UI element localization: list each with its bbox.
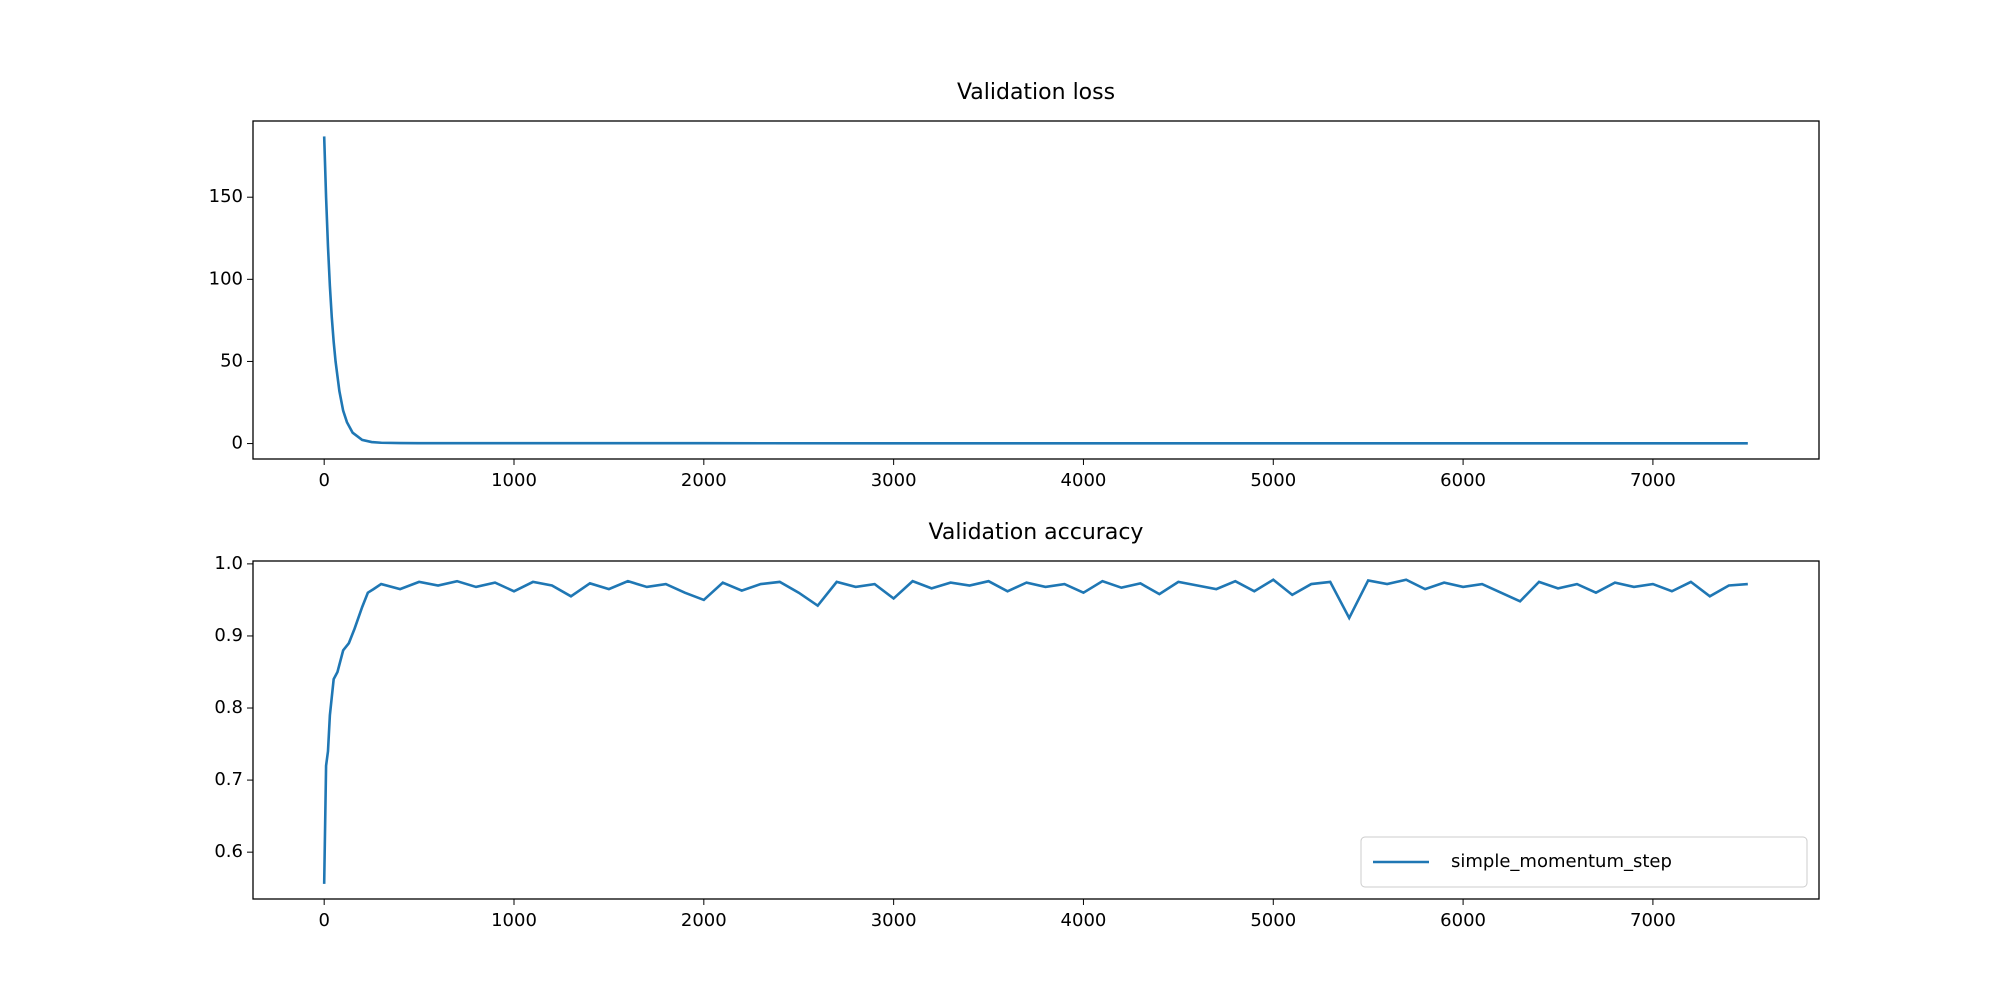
y-tick-label: 100 (209, 268, 243, 289)
axes-frame (252, 560, 1820, 900)
x-tick-label: 6000 (1440, 910, 1486, 931)
legend: simple_momentum_step (1360, 836, 1808, 888)
y-tick-label: 0.9 (214, 625, 243, 646)
data-line (322, 136, 1748, 445)
x-tick-label: 3000 (871, 470, 917, 491)
chart-title: Validation loss (957, 80, 1115, 105)
x-tick-label: 6000 (1440, 470, 1486, 491)
y-tick-label: 150 (209, 186, 243, 207)
y-tick-label: 0.6 (214, 841, 243, 862)
x-tick-label: 4000 (1061, 910, 1107, 931)
x-tick-label: 1000 (491, 910, 537, 931)
data-line (322, 578, 1748, 884)
x-tick-label: 7000 (1630, 910, 1676, 931)
x-tick-label: 0 (318, 910, 329, 931)
chart-title: Validation accuracy (929, 520, 1144, 545)
subplot: Validation accuracy 0 1000 2000 3000 4000 5000… (214, 520, 1820, 931)
legend-box (1360, 836, 1808, 888)
y-tick-label: 0.8 (214, 697, 243, 718)
y-tick-label: 0 (232, 433, 243, 454)
x-tick-label: 1000 (491, 470, 537, 491)
legend-label: simple_momentum_step (1451, 851, 1672, 872)
x-tick-label: 5000 (1250, 910, 1296, 931)
y-tick-label: 0.7 (214, 769, 243, 790)
y-tick-label: 1.0 (214, 553, 243, 574)
y-tick-label: 50 (220, 350, 243, 371)
x-tick-label: 3000 (871, 910, 917, 931)
x-tick-label: 2000 (681, 910, 727, 931)
axes-frame (252, 120, 1820, 460)
x-tick-label: 0 (318, 470, 329, 491)
x-tick-label: 7000 (1630, 470, 1676, 491)
x-tick-label: 4000 (1061, 470, 1107, 491)
x-tick-label: 5000 (1250, 470, 1296, 491)
x-tick-label: 2000 (681, 470, 727, 491)
